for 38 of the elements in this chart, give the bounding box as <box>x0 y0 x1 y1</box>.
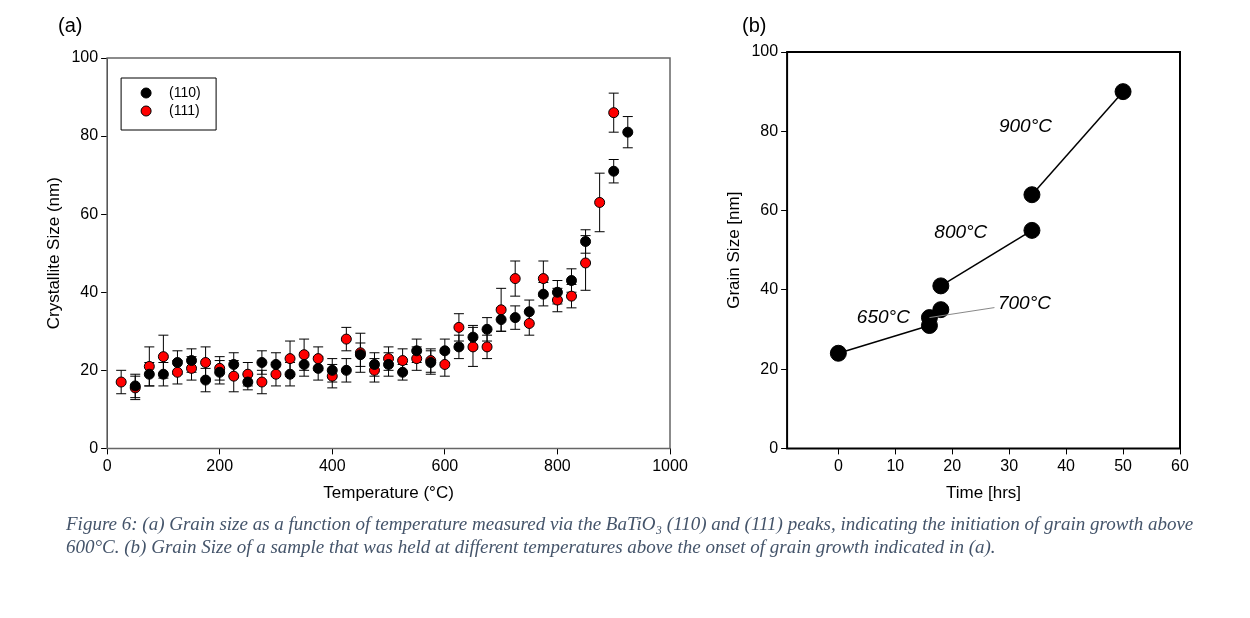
x-tick-label: 60 <box>1171 457 1189 475</box>
y-tick-label: 60 <box>80 204 99 222</box>
y-tick-label: 60 <box>760 200 779 218</box>
x-axis-title: Temperature (°C) <box>323 483 454 503</box>
caption: Figure 6: (a) Grain size as a function of temperature measured via the BaTiO₃ (110) and (111) peaks, indicating the initiation of grain growth above 600°C. (b) Grain Size of a sample that was held at different temperatures above the onset of grain growth indicated in (a). <box>66 512 1195 558</box>
annotation: 700°C <box>997 291 1052 313</box>
x-tick-label: 0 <box>833 457 843 475</box>
y-tick-label: 100 <box>71 48 99 66</box>
x-tick-label: 10 <box>886 457 905 475</box>
annotation: 650°C <box>856 305 911 327</box>
x-tick-label: 600 <box>431 457 459 475</box>
x-tick-label: 50 <box>1114 457 1133 475</box>
annotation: 800°C <box>934 221 988 243</box>
x-tick-label: 1000 <box>652 457 688 475</box>
x-tick-label: 0 <box>102 457 112 475</box>
chart-title: (a) <box>58 13 83 36</box>
x-axis-title: Time [hrs] <box>946 483 1022 503</box>
x-tick-label: 20 <box>943 457 962 475</box>
x-tick-label: 40 <box>1057 457 1076 475</box>
y-tick-label: 40 <box>80 282 99 300</box>
y-tick-label: 80 <box>80 126 99 144</box>
y-tick-label: 100 <box>751 42 779 60</box>
y-tick-label: 20 <box>80 360 99 378</box>
y-tick-label: 0 <box>769 438 779 456</box>
y-axis-title: Grain Size [nm] <box>723 191 743 309</box>
x-tick-label: 200 <box>206 457 234 475</box>
x-tick-label: 800 <box>544 457 571 475</box>
annotation: 900°C <box>998 115 1053 137</box>
y-tick-label: 0 <box>89 438 99 456</box>
legend-label: (111) <box>169 101 200 118</box>
chart-title: (b) <box>742 13 767 36</box>
y-tick-label: 80 <box>760 121 779 139</box>
y-tick-label: 40 <box>760 280 779 298</box>
x-tick-label: 30 <box>1000 457 1019 475</box>
legend-label: (110) <box>169 83 201 100</box>
y-axis-title: Crystallite Size (nm) <box>43 177 63 330</box>
y-tick-label: 20 <box>760 359 779 377</box>
x-tick-label: 400 <box>318 457 346 475</box>
